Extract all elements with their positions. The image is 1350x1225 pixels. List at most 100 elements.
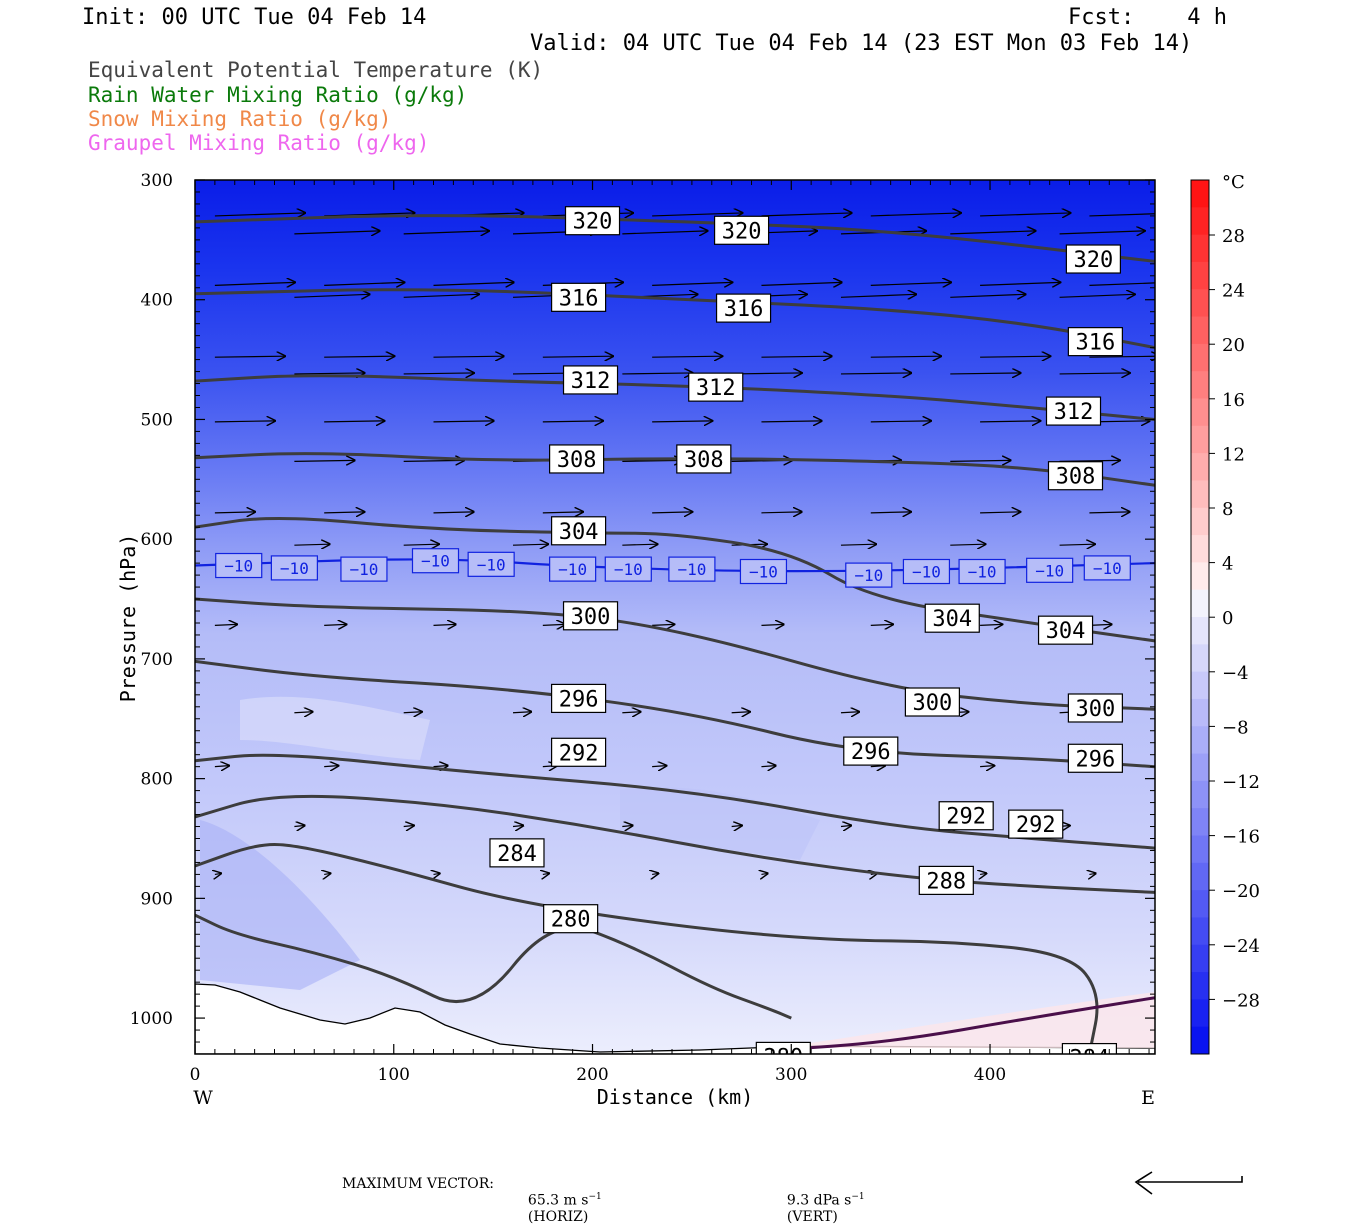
colorbar-tick-label: 8 [1222,499,1233,520]
wind-vector [542,421,603,422]
max-horizontal-vector: 65.3 m s−1 (HORIZ) [519,1176,602,1225]
y-tick-label: 900 [141,889,173,909]
colorbar-segment [1191,398,1209,427]
colorbar-segment [1191,261,1209,290]
isotherm-label: −10 [739,558,788,585]
legend-snow: Snow Mixing Ratio (g/kg) [88,107,392,131]
horiz-exponent: −1 [588,1192,602,1202]
isotherm-label: −10 [270,555,318,581]
isotherm-label: −10 [467,551,515,577]
svg-text:316: 316 [1075,331,1115,356]
wind-vector [403,231,489,234]
colorbar-segment [1191,644,1209,673]
wind-vector [980,421,1040,422]
wind-vector [433,282,514,285]
svg-text:308: 308 [1056,465,1096,490]
wind-vector [870,282,951,285]
wind-vector [1089,512,1129,513]
y-tick-label: 700 [141,650,173,670]
svg-text:−10: −10 [421,552,450,571]
isotherm-label: −10 [845,562,893,588]
svg-text:−10: −10 [677,560,706,579]
colorbar-unit: °C [1222,172,1245,193]
colorbar-tick-label: 20 [1222,335,1245,356]
warm-patch-1 [240,696,430,760]
wind-vector [761,356,831,357]
wind-vector [324,421,384,422]
svg-text:320: 320 [722,219,762,244]
colorbar-tick-label: −16 [1222,827,1260,848]
colorbar-segment [1191,808,1209,836]
colorbar-segment [1191,726,1209,755]
theta-e-label-308: 308 [1047,461,1104,491]
legend-rain-water: Rain Water Mixing Ratio (g/kg) [88,83,468,107]
wind-vector [761,512,801,513]
theta-e-label-316: 316 [715,293,772,323]
wind-vector [652,624,674,625]
wind-vector [433,766,448,767]
svg-text:−10: −10 [280,559,309,578]
wind-vector [840,373,911,374]
wind-vector [1059,231,1145,234]
colorbar-segment [1191,890,1209,918]
vert-value: 9.3 dPa s [786,1192,852,1209]
colorbar-tick-label: −12 [1222,772,1260,793]
colorbar-segment [1191,480,1209,509]
svg-text:320: 320 [1074,248,1114,273]
svg-text:280: 280 [551,908,591,933]
theta-e-label-292: 292 [938,801,994,831]
svg-text:296: 296 [1075,747,1115,772]
theta-e-label-284: 284 [489,838,545,868]
wind-vector [1059,373,1130,374]
colorbar-segment [1191,180,1209,208]
svg-text:312: 312 [571,369,611,394]
wind-vector [950,231,1035,234]
colorbar-tick-label: 0 [1222,608,1233,629]
svg-text:−10: −10 [477,555,506,574]
wind-vector [403,373,474,374]
isotherm-label: −10 [411,548,460,574]
wind-vector [294,231,379,234]
max-vertical-vector: 9.3 dPa s−1 (VERT) [778,1176,865,1225]
wind-vector [731,712,750,713]
isotherm-label: −10 [668,556,716,582]
svg-text:316: 316 [559,286,599,311]
svg-text:288: 288 [926,869,966,894]
wind-vector [542,512,583,513]
wind-vector [870,624,893,625]
plot-frame [194,179,1156,1055]
y-tick-label: 400 [141,291,173,311]
wind-vector [403,294,479,297]
wind-vector [652,282,732,285]
isotherm-label: −10 [958,558,1006,585]
colorbar-segment [1191,617,1209,645]
wind-vector [294,826,304,827]
svg-text:292: 292 [1016,813,1056,838]
svg-text:304: 304 [932,607,972,632]
wind-vector [980,624,1002,625]
theta-e-contour-284 [195,842,1099,1054]
theta-e-contour-312 [195,374,1155,421]
svg-text:−10: −10 [1093,559,1122,578]
cross-section-chart: 320 320 320 316 316 316 312 312 312 308 308 308 304 3… [116,171,1260,1109]
colorbar-segment [1191,425,1209,454]
theta-e-label-284: 284 [1061,1042,1118,1054]
x-tick-label: 200 [576,1065,608,1085]
theta-e-label-312: 312 [688,372,744,402]
wind-vector [950,460,1010,461]
colorbar-tick-label: 28 [1222,226,1245,247]
colorbar-tick-label: 16 [1222,390,1245,411]
svg-text:−10: −10 [1035,561,1064,580]
svg-text:304: 304 [1046,619,1086,644]
colorbar-segment [1191,535,1209,563]
theta-e-contour-300 [195,597,1155,711]
theta-e-label-304: 304 [551,516,607,546]
colorbar-tick-label: 12 [1222,444,1245,465]
wind-vector [214,213,305,216]
reference-vector-arrow [1134,1171,1243,1195]
theta-e-contour-292 [195,753,1155,850]
colorbar-tick-label: −28 [1222,990,1260,1011]
theta-e-label-280: 280 [755,1041,811,1054]
vert-tag: (VERT) [786,1208,838,1225]
x-tick-label: 0 [190,1065,201,1085]
